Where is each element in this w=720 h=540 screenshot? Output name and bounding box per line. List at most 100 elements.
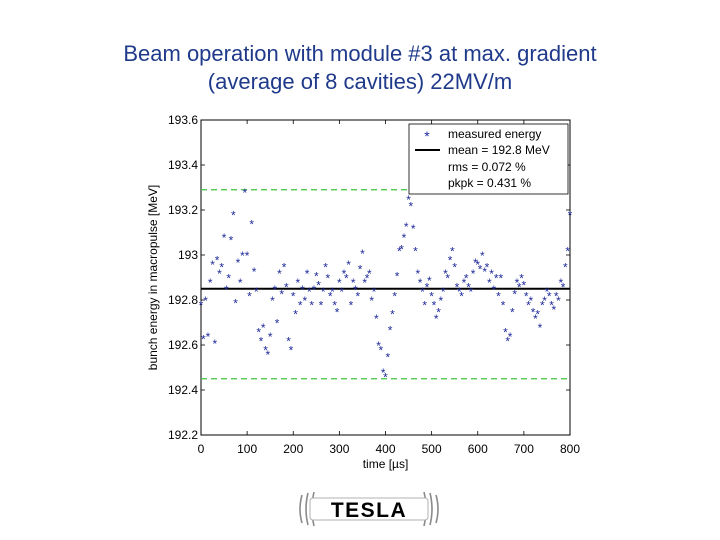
data-point: * [434,312,439,326]
data-point: * [561,281,566,295]
data-point: * [466,281,471,295]
data-point: * [464,272,469,286]
data-point: * [342,267,347,281]
data-point: * [355,290,360,304]
data-point: * [307,285,312,299]
data-point: * [247,290,252,304]
data-point: * [249,218,254,232]
data-point: * [208,276,213,290]
data-point: * [547,290,552,304]
data-point: * [360,247,365,261]
data-point: * [448,254,453,268]
data-point: * [222,231,227,245]
x-tick-label: 600 [468,442,488,456]
data-point: * [489,267,494,281]
data-point: * [217,267,222,281]
data-point: * [259,335,264,349]
data-point: * [365,272,370,286]
data-point: * [558,276,563,290]
data-point: * [219,260,224,274]
legend-entry-pkpk: pkpk = 0.431 % [448,176,531,190]
data-point: * [510,305,515,319]
data-point: * [402,231,407,245]
data-point: * [328,290,333,304]
data-point: * [498,272,503,286]
data-point: * [475,258,480,272]
data-point: * [505,335,510,349]
data-point: * [388,323,393,337]
data-point: * [526,299,531,313]
data-point: * [291,290,296,304]
data-point: * [312,283,317,297]
slide-title: Beam operation with module #3 at max. gr… [0,40,720,96]
data-point: * [390,308,395,322]
data-point: * [455,281,460,295]
data-point: * [556,294,561,308]
data-point: * [314,269,319,283]
data-point: * [233,296,238,310]
data-point: * [425,281,430,295]
data-point: * [367,267,372,281]
y-axis-label: bunch energy in macropulse [MeV] [146,185,160,370]
y-tick-label: 192.4 [168,383,198,397]
data-point: * [482,265,487,279]
data-point: * [399,242,404,256]
data-point: * [404,220,409,234]
data-point: * [337,276,342,290]
y-tick-label: 193.4 [168,158,198,172]
data-point: * [552,303,557,317]
data-point: * [487,276,492,290]
data-point: * [457,285,462,299]
data-point: * [323,260,328,274]
data-point: * [349,299,354,313]
data-point: * [293,308,298,322]
data-point: * [213,337,218,351]
data-point: * [443,267,448,281]
data-point: * [395,269,400,283]
data-point: * [369,294,374,308]
tick-layer: 0 100 200 300 400 500 600 700 800 192.2 192.4 192.6… [168,113,580,456]
data-point: * [379,344,384,358]
legend: * measured energy mean = 192.8 MeV rms =… [408,123,569,195]
data-point: * [344,272,349,286]
data-point: * [305,267,310,281]
data-point: * [203,294,208,308]
data-point: * [326,272,331,286]
data-point: * [508,330,513,344]
data-point: * [353,283,358,297]
data-point: * [362,276,367,290]
data-point: * [439,294,444,308]
data-point: * [517,281,522,295]
data-point: * [284,281,289,295]
energy-scatter-chart: 0 100 200 300 400 500 600 700 800 192.2 192.4 192.6… [146,113,580,471]
data-point: * [226,272,231,286]
data-point: * [418,276,423,290]
data-point: * [415,267,420,281]
data-point: * [381,366,386,380]
data-point: * [275,317,280,331]
data-point: * [445,272,450,286]
data-point: * [245,249,250,263]
y-tick-label: 192.8 [168,293,198,307]
data-point: * [392,290,397,304]
data-point: * [420,285,425,299]
data-point: * [256,326,261,340]
data-point: * [309,299,314,313]
data-point: * [538,321,543,335]
data-point: * [358,263,363,277]
data-point: * [263,344,268,358]
data-point: * [286,335,291,349]
y-tick-label: 192.6 [168,338,198,352]
data-point: * [335,305,340,319]
data-point: * [450,245,455,259]
data-point: * [522,278,527,292]
y-tick-label: 192.2 [168,428,198,442]
data-point: * [478,263,483,277]
data-point: * [346,258,351,272]
data-point: * [266,348,271,362]
data-point: * [254,285,259,299]
x-tick-label: 100 [237,442,257,456]
data-point: * [549,299,554,313]
y-tick-label: 193.6 [168,113,198,127]
data-point: * [462,276,467,290]
